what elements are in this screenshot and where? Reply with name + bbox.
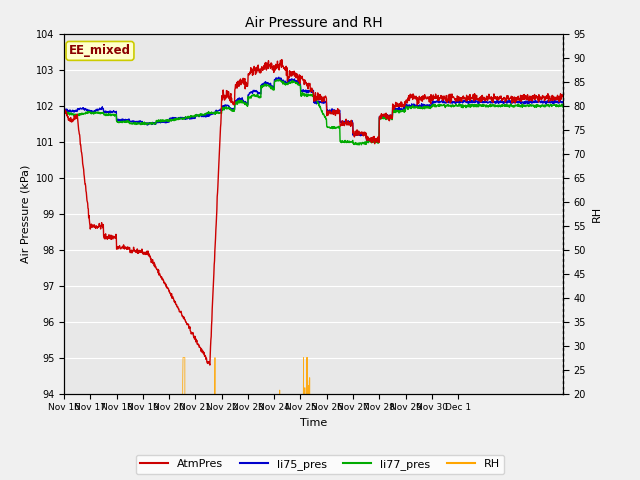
Title: Air Pressure and RH: Air Pressure and RH (244, 16, 383, 30)
X-axis label: Time: Time (300, 418, 327, 428)
Text: EE_mixed: EE_mixed (69, 44, 131, 58)
Legend: AtmPres, li75_pres, li77_pres, RH: AtmPres, li75_pres, li77_pres, RH (136, 455, 504, 474)
Y-axis label: RH: RH (591, 205, 602, 222)
Y-axis label: Air Pressure (kPa): Air Pressure (kPa) (20, 165, 30, 263)
